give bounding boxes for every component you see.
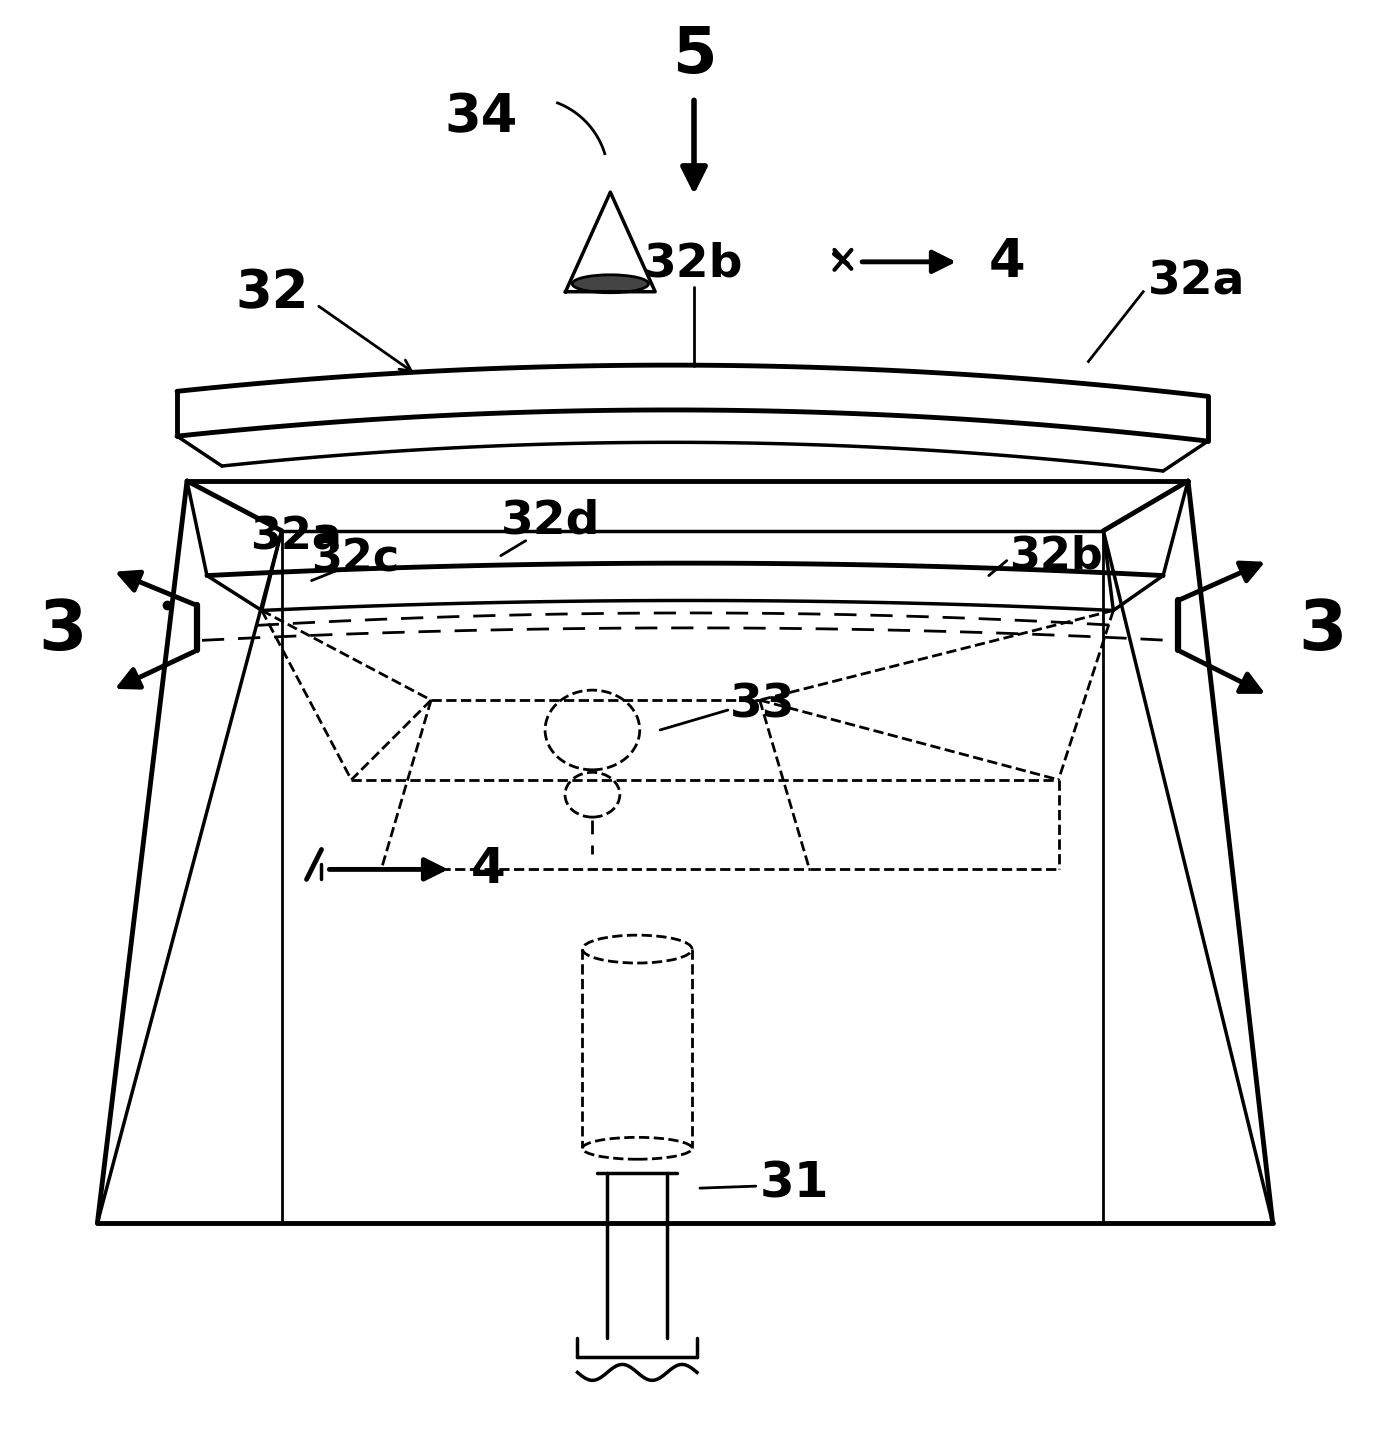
Text: 3: 3 xyxy=(1298,597,1346,664)
Text: 4: 4 xyxy=(471,846,505,894)
Text: 32d: 32d xyxy=(501,499,600,544)
Text: 4: 4 xyxy=(988,236,1026,288)
Text: 34: 34 xyxy=(444,91,518,143)
Text: 5: 5 xyxy=(672,23,716,85)
Text: 32a: 32a xyxy=(250,515,341,558)
Ellipse shape xyxy=(572,275,648,292)
Text: 32b: 32b xyxy=(1009,534,1102,577)
Text: 32c: 32c xyxy=(311,536,400,580)
Text: 32: 32 xyxy=(235,268,308,320)
Text: 31: 31 xyxy=(759,1160,830,1207)
Text: 3: 3 xyxy=(39,597,86,664)
Text: 33: 33 xyxy=(730,683,795,727)
Text: 32a: 32a xyxy=(1148,259,1245,304)
Text: 32b: 32b xyxy=(644,241,744,286)
